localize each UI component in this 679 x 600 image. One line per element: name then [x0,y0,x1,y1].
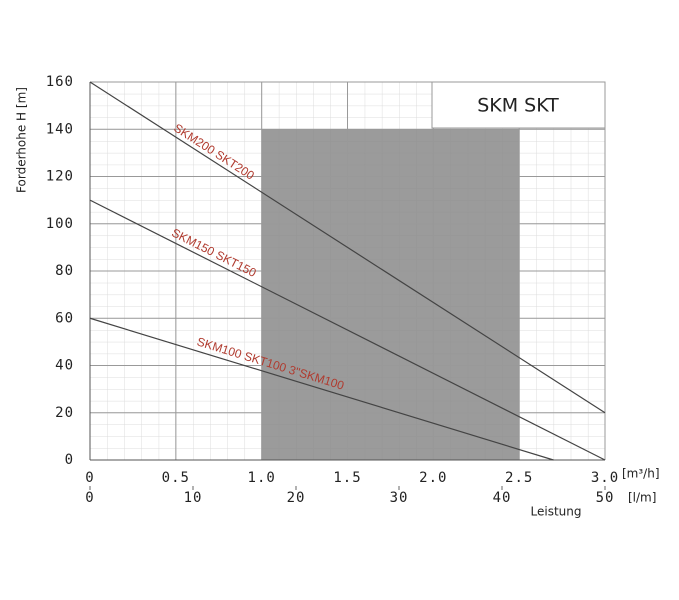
x2-tick-label: 0 [85,490,94,506]
series-line [89,81,606,414]
y-tick-label: 20 [55,405,74,421]
series-line [89,199,606,461]
series-line [89,317,554,461]
title-box [431,81,606,129]
y-tick-label: 40 [55,358,74,374]
x2-tick-label: 30 [390,490,409,506]
x-tick-label: 2.5 [505,470,533,486]
x-tick-label: 2.0 [419,470,447,486]
x-tick-label: 0 [85,470,94,486]
x-tick-label: 1.0 [248,470,276,486]
y-tick-label: 80 [55,263,74,279]
y-tick-label: 140 [46,121,74,137]
x2-tick-label: 20 [287,490,306,506]
x-tick-label: 3.0 [591,470,619,486]
highlight-region [261,129,520,460]
y-tick-label: 160 [46,74,74,90]
x-tick-label: 1.5 [333,470,361,486]
x-tick-label: 0.5 [162,470,190,486]
x2-tick-label: 50 [596,490,615,506]
y-axis-label: Forderhohe H [m] [15,87,29,193]
chart-title: SKM SKT [477,95,559,117]
y-tick-label: 100 [46,216,74,232]
y-tick-label: 60 [55,310,74,326]
x2-unit-label: [l/m] [628,491,656,505]
x-unit-label: [m³/h] [622,467,660,481]
plot [89,81,606,461]
y-tick-label: 120 [46,169,74,185]
x2-tick-label: 10 [184,490,203,506]
y-tick-label: 0 [65,452,74,468]
x2-tick-label: 40 [493,490,512,506]
x2-axis-label: Leistung [531,505,582,519]
